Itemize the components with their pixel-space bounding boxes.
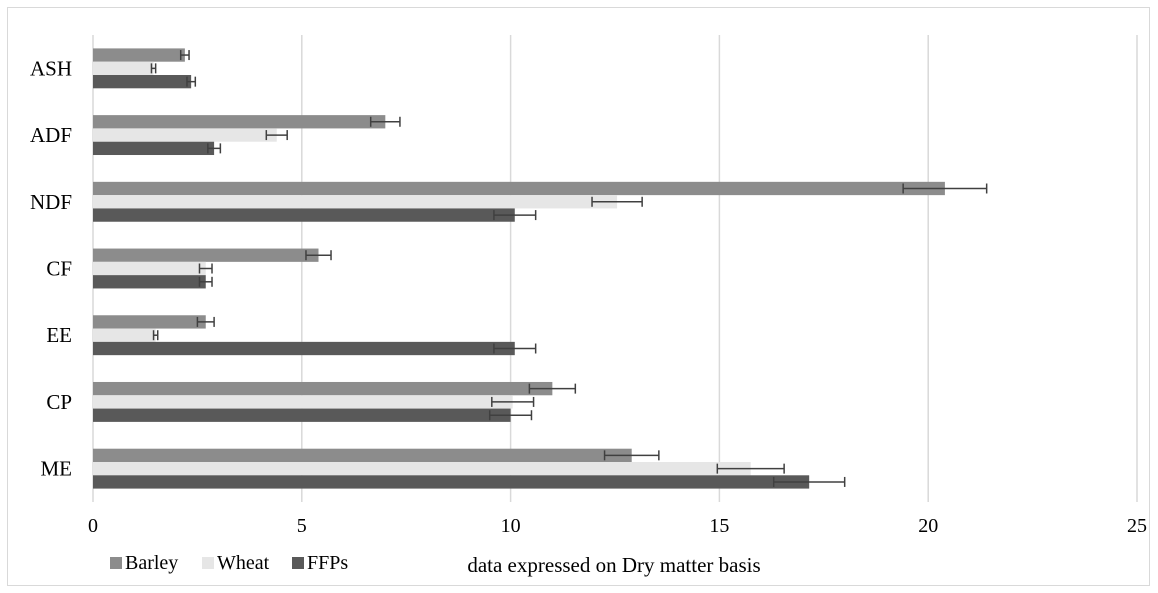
error-bar: [772, 476, 846, 487]
x-tick-label: 10: [501, 515, 521, 537]
bar-ffps-ndf: [93, 208, 515, 222]
bar-barley-ash: [93, 48, 185, 62]
legend-item-barley: Barley: [110, 552, 178, 574]
labels: 0 5 10 15 20 25 ME CP EE CF NDF ADF ASH: [30, 56, 1147, 537]
error-bar: [196, 316, 215, 327]
error-bar: [902, 183, 988, 194]
bar-barley-cp: [93, 381, 553, 396]
bar-barley-me: [93, 448, 632, 462]
category-label: ADF: [30, 123, 72, 147]
bar-ffps-cf: [93, 275, 206, 289]
x-tick-label: 20: [918, 515, 938, 537]
chart-frame: [7, 7, 1150, 586]
error-bar: [150, 63, 157, 74]
bar-ffps-ee: [93, 341, 515, 356]
bar-barley-cf: [93, 248, 319, 262]
legend: Barley Wheat FFPs: [110, 552, 348, 574]
error-bar: [198, 263, 213, 274]
bar-barley-ndf: [93, 181, 945, 196]
bar-barley-ee: [93, 315, 206, 329]
error-bar: [369, 116, 401, 127]
error-bar: [493, 210, 537, 221]
legend-item-ffps: FFPs: [292, 552, 348, 574]
legend-label: FFPs: [307, 552, 348, 574]
error-bar: [207, 143, 222, 154]
error-bar: [305, 250, 332, 261]
bar-ffps-me: [93, 475, 810, 489]
error-bar: [152, 330, 159, 341]
bar-barley-adf: [93, 115, 386, 129]
error-bars: [150, 50, 988, 487]
x-tick-label: 0: [88, 515, 98, 537]
category-label: ASH: [30, 56, 72, 80]
legend-swatch: [292, 557, 304, 569]
error-bar: [603, 450, 660, 461]
legend-swatch: [110, 557, 122, 569]
legend-item-wheat: Wheat: [202, 552, 270, 574]
x-axis-title: data expressed on Dry matter basis: [467, 553, 760, 577]
error-bar: [198, 276, 213, 287]
bar-wheat-ndf: [93, 195, 618, 209]
category-label: ME: [41, 457, 73, 481]
bars: [93, 48, 945, 489]
bar-wheat-adf: [93, 128, 277, 142]
x-tick-label: 25: [1127, 515, 1147, 537]
error-bar: [716, 463, 785, 474]
bar-wheat-cp: [93, 395, 513, 409]
category-label: CP: [46, 390, 72, 414]
error-bar: [528, 383, 577, 394]
error-bar: [591, 196, 643, 207]
error-bar: [186, 76, 197, 87]
bar-wheat-me: [93, 461, 751, 476]
bar-wheat-ash: [93, 61, 154, 76]
category-label: EE: [46, 323, 72, 347]
legend-label: Wheat: [217, 552, 270, 574]
error-bar: [493, 343, 537, 354]
legend-label: Barley: [125, 552, 178, 574]
category-label: CF: [46, 257, 72, 281]
bar-ffps-adf: [93, 141, 215, 156]
x-tick-label: 15: [709, 515, 729, 537]
bar-ffps-cp: [93, 408, 511, 422]
legend-swatch: [202, 557, 214, 569]
category-label: NDF: [30, 190, 72, 214]
bar-wheat-ee: [93, 328, 156, 342]
x-tick-label: 5: [297, 515, 307, 537]
error-bar: [491, 396, 535, 407]
bar-ffps-ash: [93, 75, 192, 89]
error-bar: [179, 50, 190, 61]
bar-wheat-cf: [93, 261, 206, 276]
error-bar: [488, 410, 533, 421]
error-bar: [265, 130, 288, 141]
grid-lines: [92, 35, 1138, 502]
